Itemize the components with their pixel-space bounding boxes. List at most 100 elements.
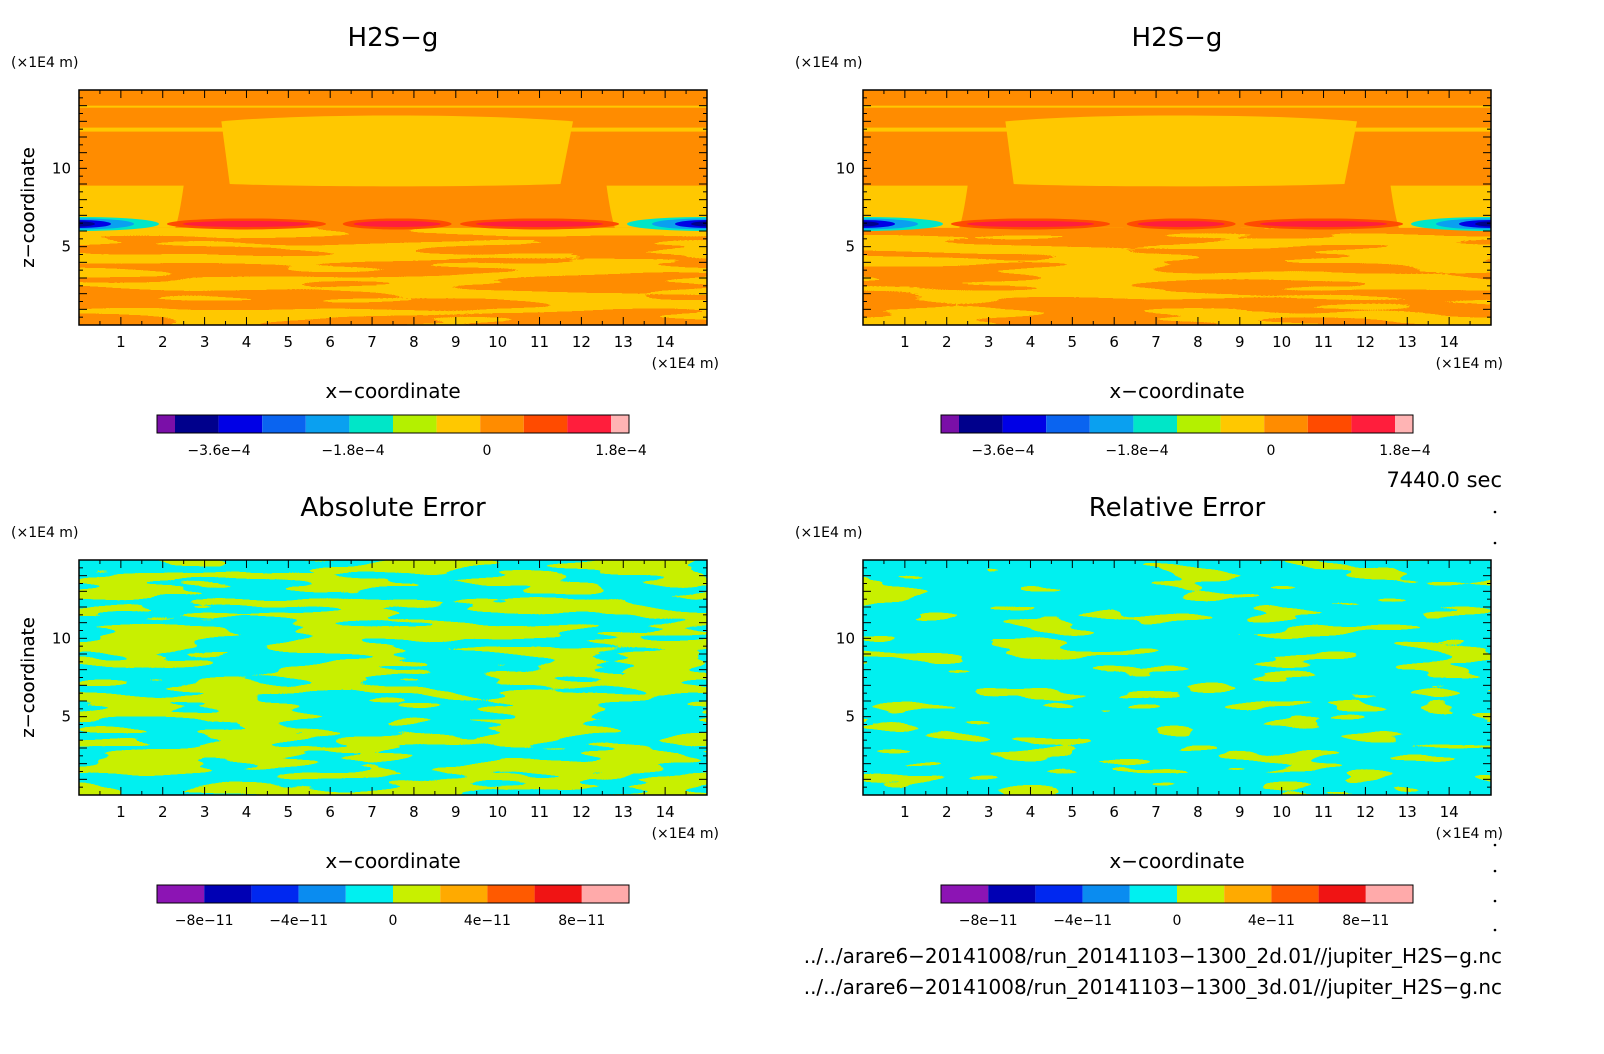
colorbar: −8e−11 −4e−11 0 4e−11 8e−11 xyxy=(156,884,630,929)
colorbar-cell xyxy=(941,415,959,433)
colorbar-frame xyxy=(940,884,1414,904)
x-tick-label: 1 xyxy=(900,333,910,351)
colorbar-tick-label: 0 xyxy=(1173,913,1182,929)
x-tick-label: 7 xyxy=(1151,803,1161,821)
x-tick-label: 6 xyxy=(325,803,335,821)
colorbar-cell xyxy=(1220,415,1265,433)
x-axis-label: x−coordinate xyxy=(325,379,460,403)
dot-marker xyxy=(1493,928,1497,932)
x-tick-label: 9 xyxy=(451,333,461,351)
colorbar-tick-label: 4e−11 xyxy=(1248,913,1295,929)
x-tick-label: 12 xyxy=(1356,803,1375,821)
x-unit-label: (×1E4 m) xyxy=(652,826,719,842)
lower-stripes xyxy=(79,227,707,325)
colorbar-cell xyxy=(1177,415,1221,433)
colorbar-cell xyxy=(1089,415,1134,433)
colorbar-cell xyxy=(440,885,488,903)
panel-title: H2S−g xyxy=(1132,23,1223,53)
x-tick-label: 3 xyxy=(200,333,210,351)
colorbar-cell xyxy=(1264,415,1308,433)
panel-4: Relative Error(×1E4 m)(×1E4 m)1 2 3 4 5 6 7 8 9 1… xyxy=(18,493,1503,929)
plot-area xyxy=(863,90,1491,325)
x-tick-label: 11 xyxy=(1314,333,1333,351)
right-block xyxy=(1390,185,1491,228)
x-tick-label: 10 xyxy=(488,803,507,821)
colorbar-cell xyxy=(204,885,252,903)
upper-central-region xyxy=(221,115,574,187)
lower-stripes xyxy=(863,227,1491,325)
dot-marker xyxy=(1493,541,1497,545)
dot-marker xyxy=(1493,869,1497,873)
red-lens-core-2 xyxy=(1137,220,1225,227)
colorbar-cell xyxy=(1046,415,1090,433)
colorbar-frame xyxy=(156,884,630,904)
y-tick-label: 10 xyxy=(52,159,71,177)
x-tick-label: 6 xyxy=(1109,803,1119,821)
x-tick-label: 3 xyxy=(984,333,994,351)
colorbar-cell xyxy=(251,885,299,903)
colorbar-tick-label: 0 xyxy=(1267,443,1276,459)
upper-line xyxy=(863,127,1491,132)
y-axis-label: z−coordinate xyxy=(18,617,39,738)
colorbar-tick-label: 1.8e−4 xyxy=(1379,443,1431,459)
x-tick-label: 14 xyxy=(656,333,675,351)
y-tick-label: 10 xyxy=(52,629,71,647)
colorbar-tick-label: −4e−11 xyxy=(1053,913,1112,929)
colorbar-cell xyxy=(941,885,989,903)
y-unit-label: (×1E4 m) xyxy=(795,525,862,541)
colorbar-tick-label: −3.6e−4 xyxy=(971,443,1034,459)
colorbar-cell xyxy=(1318,885,1366,903)
x-tick-label: 12 xyxy=(572,803,591,821)
colorbar-tick-label: 1.8e−4 xyxy=(595,443,647,459)
right-block xyxy=(606,185,707,228)
y-tick-label: 5 xyxy=(845,708,855,726)
x-tick-label: 3 xyxy=(984,803,994,821)
x-tick-label: 7 xyxy=(367,803,377,821)
y-axis-label: z−coordinate xyxy=(18,147,39,268)
colorbar-cell xyxy=(480,415,524,433)
error-field xyxy=(79,560,707,795)
colorbar-cell xyxy=(611,415,629,433)
x-tick-label: 10 xyxy=(488,333,507,351)
colorbar-cell xyxy=(523,415,568,433)
colorbar-cell xyxy=(1365,885,1413,903)
colorbar-tick-label: −3.6e−4 xyxy=(187,443,250,459)
x-tick-label: 4 xyxy=(242,333,252,351)
colorbar-cell xyxy=(1035,885,1083,903)
panel-title: Relative Error xyxy=(1089,493,1266,523)
colorbar-cell xyxy=(349,415,393,433)
x-tick-label: 6 xyxy=(325,333,335,351)
colorbar-cell xyxy=(1082,885,1130,903)
red-lens-core-1 xyxy=(966,220,1095,227)
x-tick-label: 7 xyxy=(1151,333,1161,351)
x-tick-label: 2 xyxy=(158,803,168,821)
x-tick-label: 11 xyxy=(1314,803,1333,821)
upper-line-2 xyxy=(863,105,1491,108)
x-tick-label: 9 xyxy=(1235,803,1245,821)
left-block xyxy=(863,185,968,228)
panel-2: H2S−g(×1E4 m)(×1E4 m)1 2 3 4 5 6 7 8 9 10 11 12 13 14… xyxy=(18,23,1503,459)
colorbar-cell xyxy=(157,415,175,433)
x-tick-label: 8 xyxy=(1193,803,1203,821)
red-lens-core-1 xyxy=(182,220,311,227)
colorbar-cell xyxy=(534,885,582,903)
y-tick-label: 10 xyxy=(836,159,855,177)
red-lens-core-3 xyxy=(1259,220,1388,227)
x-tick-label: 8 xyxy=(1193,333,1203,351)
x-tick-label: 3 xyxy=(200,803,210,821)
file-path-2: ../../arare6−20141008/run_20141103−1300_… xyxy=(804,975,1502,999)
plot-area xyxy=(79,560,707,795)
red-lens-core-3 xyxy=(475,220,604,227)
colorbar-tick-label: −1.8e−4 xyxy=(1105,443,1168,459)
x-tick-label: 5 xyxy=(1068,333,1078,351)
y-unit-label: (×1E4 m) xyxy=(11,55,78,71)
colorbar-cell xyxy=(1133,415,1177,433)
dot-marker xyxy=(1493,843,1497,847)
y-axis-label: z−coordinate xyxy=(18,147,39,268)
x-tick-label: 11 xyxy=(530,803,549,821)
upper-line-2 xyxy=(79,105,707,108)
colorbar-tick-label: 4e−11 xyxy=(464,913,511,929)
dot-marker xyxy=(1493,899,1497,903)
x-tick-label: 13 xyxy=(1398,333,1417,351)
